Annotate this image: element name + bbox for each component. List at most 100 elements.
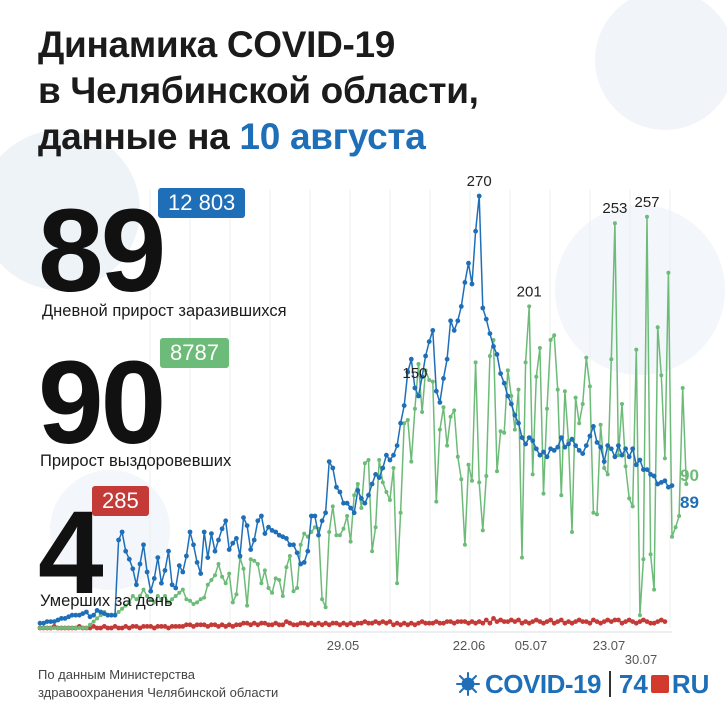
recovered-point bbox=[605, 472, 610, 477]
deaths-point bbox=[362, 619, 368, 624]
deaths-point bbox=[276, 622, 282, 628]
recovered-point bbox=[459, 477, 464, 482]
deaths-point bbox=[498, 617, 503, 623]
infected-point bbox=[266, 524, 271, 530]
infected-point bbox=[87, 614, 93, 620]
deaths-point bbox=[537, 619, 543, 624]
infected-point bbox=[151, 576, 157, 581]
deaths-point bbox=[144, 624, 150, 629]
recovered-point bbox=[45, 626, 50, 630]
recovered-point bbox=[652, 587, 657, 592]
x-tick-label: 22.06 bbox=[453, 638, 486, 653]
deaths-point bbox=[269, 622, 275, 628]
deaths-point bbox=[658, 617, 664, 623]
deaths-point bbox=[476, 619, 482, 624]
infected-point bbox=[80, 611, 86, 616]
recovered-point bbox=[384, 490, 389, 494]
infected-point bbox=[176, 563, 182, 568]
deaths-point bbox=[648, 620, 653, 626]
recovered-point bbox=[580, 402, 585, 406]
infected-point bbox=[234, 536, 239, 541]
deaths-point bbox=[519, 620, 525, 626]
recovered-point bbox=[230, 600, 235, 605]
deaths-point bbox=[94, 625, 100, 631]
deaths-point bbox=[234, 622, 239, 628]
deaths-point bbox=[412, 622, 418, 628]
recovered-point bbox=[73, 626, 78, 630]
infected-point bbox=[219, 526, 225, 532]
deaths-point bbox=[433, 619, 439, 624]
deaths-point bbox=[130, 624, 136, 629]
recovered-point bbox=[59, 626, 64, 630]
infected-point bbox=[309, 513, 314, 519]
recovered-label: Прирост выздоровевших bbox=[40, 452, 232, 470]
logo-square-icon bbox=[650, 675, 669, 693]
recovered-point bbox=[377, 458, 382, 462]
deaths-point bbox=[441, 620, 446, 626]
infected-point bbox=[669, 483, 675, 488]
deaths-point bbox=[244, 620, 250, 626]
infected-point bbox=[516, 420, 521, 426]
recovered-point bbox=[595, 512, 599, 517]
recovered-point bbox=[598, 422, 603, 427]
deaths-point bbox=[216, 624, 221, 629]
deaths-point bbox=[255, 622, 261, 628]
deaths-point bbox=[134, 624, 139, 629]
infected-point bbox=[384, 452, 389, 458]
deaths-point bbox=[598, 620, 603, 626]
deaths-point bbox=[109, 625, 114, 631]
infected-point bbox=[184, 553, 189, 559]
infected-point bbox=[159, 580, 164, 586]
recovered-point bbox=[455, 454, 460, 459]
recovered-point bbox=[527, 304, 532, 309]
recovered-point bbox=[180, 587, 185, 592]
recovered-point bbox=[84, 626, 89, 630]
deaths-point bbox=[616, 617, 621, 623]
infected-series-line bbox=[40, 195, 673, 624]
recovered-point bbox=[370, 549, 375, 554]
deaths-point bbox=[391, 622, 396, 628]
recovered-point bbox=[645, 214, 649, 219]
infected-point bbox=[359, 496, 364, 501]
deaths-point bbox=[201, 622, 207, 628]
deaths-point bbox=[184, 622, 189, 628]
deaths-point bbox=[580, 619, 586, 624]
infected-point bbox=[394, 443, 400, 448]
infected-point bbox=[73, 612, 79, 618]
infected-point bbox=[198, 571, 204, 576]
recovered-point bbox=[637, 613, 642, 618]
recovered-point bbox=[127, 600, 132, 605]
infected-point bbox=[416, 393, 421, 399]
recovered-point bbox=[284, 565, 289, 570]
recovered-point bbox=[641, 557, 646, 562]
infected-daily-value: 89 bbox=[38, 185, 166, 317]
deaths-point bbox=[351, 622, 357, 628]
recovered-point bbox=[216, 562, 221, 566]
infected-point bbox=[123, 548, 129, 554]
recovered-point bbox=[91, 619, 96, 624]
deaths-point bbox=[608, 619, 614, 624]
recovered-point bbox=[452, 408, 457, 413]
deaths-point bbox=[205, 624, 211, 629]
recovered-point bbox=[666, 270, 671, 275]
logo-divider bbox=[608, 671, 611, 697]
deaths-point bbox=[105, 625, 111, 631]
infected-point bbox=[291, 542, 296, 548]
deaths-point bbox=[458, 619, 464, 624]
logo-74-text: 74 bbox=[618, 668, 648, 699]
recovered-point bbox=[416, 362, 421, 366]
recovered-point bbox=[659, 373, 664, 378]
recovered-point bbox=[120, 606, 125, 611]
recovered-point bbox=[355, 482, 360, 486]
recovered-point bbox=[509, 394, 514, 398]
infected-point bbox=[455, 318, 461, 324]
deaths-point bbox=[159, 624, 164, 629]
deaths-point bbox=[530, 619, 536, 624]
recovered-point bbox=[577, 421, 582, 426]
infected-point bbox=[391, 452, 396, 458]
infected-point bbox=[191, 542, 196, 548]
recovered-point bbox=[427, 378, 432, 382]
recovered-point bbox=[163, 594, 167, 598]
recovered-point bbox=[155, 594, 160, 598]
infected-point bbox=[633, 462, 639, 468]
